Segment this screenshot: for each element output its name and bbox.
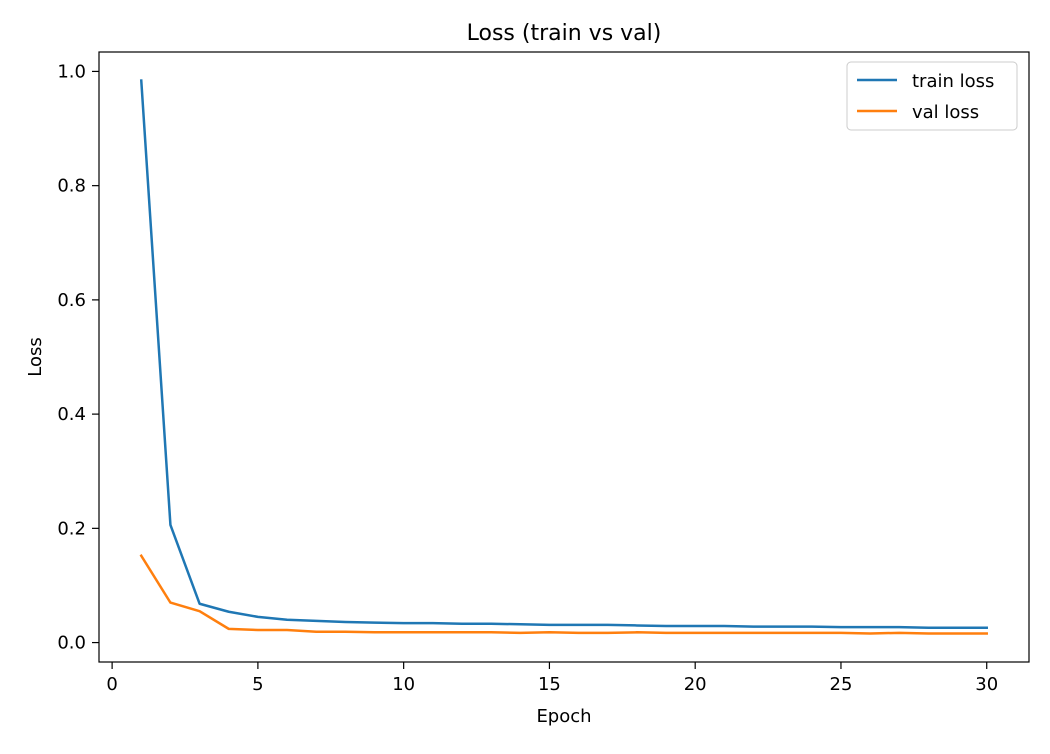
- x-tick-label: 20: [684, 674, 707, 695]
- x-tick-label: 10: [392, 674, 415, 695]
- y-tick-label: 0.8: [57, 176, 86, 197]
- axis-ticks: 0 5 10 15 20 25 30 0.0 0.2 0.4 0.6 0.8 1.0: [57, 61, 998, 695]
- x-tick-label: 15: [538, 674, 561, 695]
- legend-label-train-loss: train loss: [912, 71, 994, 92]
- series-line-train-loss: [139, 79, 988, 629]
- x-axis-label: Epoch: [536, 706, 591, 727]
- legend: train loss val loss: [846, 61, 1018, 131]
- x-tick-label: 0: [106, 674, 117, 695]
- x-tick-label: 5: [252, 674, 263, 695]
- plot-frame: [98, 51, 1030, 663]
- y-tick-label: 0.2: [57, 518, 86, 539]
- series-line-val-loss: [139, 554, 988, 635]
- y-axis-label: Loss: [25, 337, 46, 376]
- y-tick-label: 0.6: [57, 290, 86, 311]
- x-tick-label: 30: [975, 674, 998, 695]
- chart-title: Loss (train vs val): [467, 21, 662, 46]
- legend-label-val-loss: val loss: [912, 102, 979, 123]
- y-tick-label: 0.4: [57, 404, 86, 425]
- x-tick-label: 25: [830, 674, 853, 695]
- y-tick-label: 0.0: [57, 633, 86, 654]
- y-tick-label: 1.0: [57, 61, 86, 82]
- series-lines: [139, 79, 988, 635]
